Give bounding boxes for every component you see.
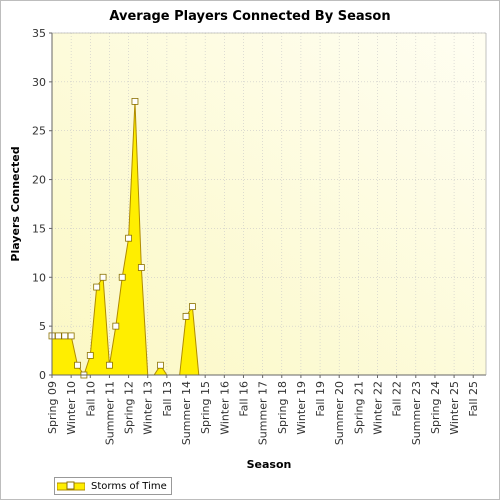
legend-swatch bbox=[57, 481, 85, 491]
x-tick-label: Winter 10 bbox=[65, 381, 78, 435]
data-point-marker bbox=[74, 361, 81, 369]
data-point-marker bbox=[67, 332, 75, 340]
x-tick-label: Fall 16 bbox=[237, 381, 250, 417]
x-tick-label: Winter 16 bbox=[218, 381, 231, 435]
legend: Storms of Time bbox=[54, 477, 172, 495]
x-tick-label: Fall 10 bbox=[84, 381, 97, 417]
x-tick-label: Summer 11 bbox=[103, 381, 116, 445]
x-tick-label: Fall 25 bbox=[467, 381, 480, 417]
x-tick-label: Spring 21 bbox=[352, 381, 365, 434]
y-tick-label: 5 bbox=[39, 320, 46, 333]
x-tick-label: Winter 22 bbox=[372, 381, 385, 435]
y-tick-label: 35 bbox=[32, 27, 46, 40]
data-point-marker bbox=[125, 234, 132, 242]
x-tick-label: Spring 24 bbox=[429, 381, 442, 434]
x-tick-label: Spring 12 bbox=[123, 381, 136, 434]
data-point-marker bbox=[86, 352, 94, 359]
axes: 0 5 10 15 20 25 30 35 Spring 09 Winter 10 Fall 10 S… bbox=[32, 27, 487, 445]
y-tick-label: 30 bbox=[32, 76, 46, 89]
data-point-marker bbox=[182, 312, 190, 320]
y-tick-label: 15 bbox=[32, 222, 46, 235]
x-tick-label: Winter 25 bbox=[448, 381, 461, 435]
data-point-marker bbox=[118, 273, 126, 281]
data-point-marker bbox=[137, 264, 145, 271]
x-tick-label: Spring 15 bbox=[199, 381, 212, 434]
x-tick-label: Fall 19 bbox=[314, 381, 327, 417]
legend-marker bbox=[66, 481, 75, 490]
y-tick-label: 20 bbox=[32, 174, 46, 187]
data-point-marker bbox=[157, 361, 164, 369]
data-point-marker bbox=[54, 332, 62, 340]
x-tick-label: Fall 13 bbox=[161, 381, 174, 417]
x-tick-label: Summer 23 bbox=[410, 381, 423, 445]
legend-series-name: Storms of Time bbox=[91, 480, 167, 492]
data-point-marker bbox=[99, 273, 107, 281]
x-tick-label: Summer 20 bbox=[333, 381, 346, 445]
x-axis-label: Season bbox=[247, 458, 292, 471]
x-tick-label: Winter 19 bbox=[295, 381, 308, 435]
x-tick-label: Winter 13 bbox=[142, 381, 155, 435]
x-tick-label: Spring 18 bbox=[276, 381, 289, 434]
x-tick-label: Fall 22 bbox=[391, 381, 404, 417]
data-point-marker bbox=[131, 98, 139, 105]
y-tick-label: 10 bbox=[32, 271, 46, 284]
series-area-fill bbox=[52, 101, 486, 376]
x-tick-label: Summer 17 bbox=[257, 381, 270, 445]
chart-title: Average Players Connected By Season bbox=[109, 9, 391, 24]
data-point-marker bbox=[106, 361, 113, 369]
data-point-marker bbox=[189, 303, 196, 311]
x-tick-label: Summer 14 bbox=[180, 381, 193, 445]
y-axis-label: Players Connected bbox=[9, 146, 22, 261]
x-tick-label: Spring 09 bbox=[46, 381, 59, 434]
data-point-marker bbox=[61, 332, 69, 340]
data-point-marker bbox=[112, 322, 120, 330]
y-tick-label: 25 bbox=[32, 125, 46, 138]
y-tick-label: 0 bbox=[39, 369, 46, 382]
data-point-marker bbox=[93, 283, 101, 291]
